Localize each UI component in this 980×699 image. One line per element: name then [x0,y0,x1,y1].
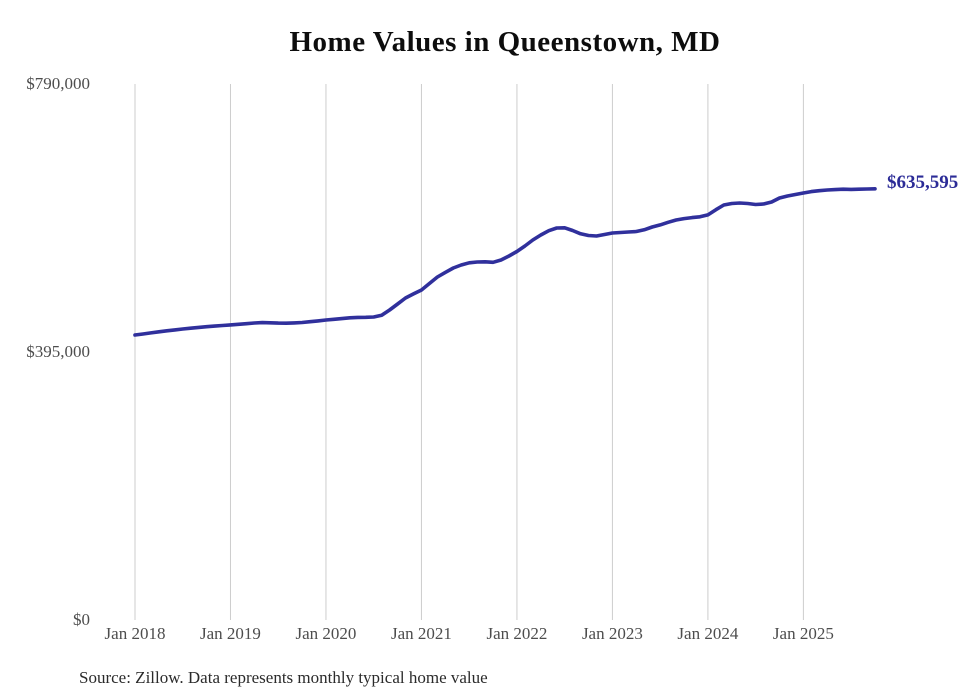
x-tick-label: Jan 2019 [200,624,261,643]
home-value-line [133,187,877,337]
y-tick-label: $790,000 [26,74,90,93]
end-value-label: $635,595 [887,172,959,193]
x-tick-label: Jan 2022 [486,624,548,643]
x-tick-label: Jan 2018 [104,624,166,643]
chart-title: Home Values in Queenstown, MD [289,26,721,58]
x-tick-label: Jan 2025 [772,624,834,643]
x-tick-label: Jan 2023 [581,624,643,643]
y-tick-label: $0 [73,610,90,629]
source-note: Source: Zillow. Data represents monthly … [79,668,488,687]
x-tick-label: Jan 2024 [677,624,739,643]
x-tick-label: Jan 2020 [295,624,357,643]
y-tick-label: $395,000 [26,342,90,361]
x-tick-label: Jan 2021 [390,624,452,643]
